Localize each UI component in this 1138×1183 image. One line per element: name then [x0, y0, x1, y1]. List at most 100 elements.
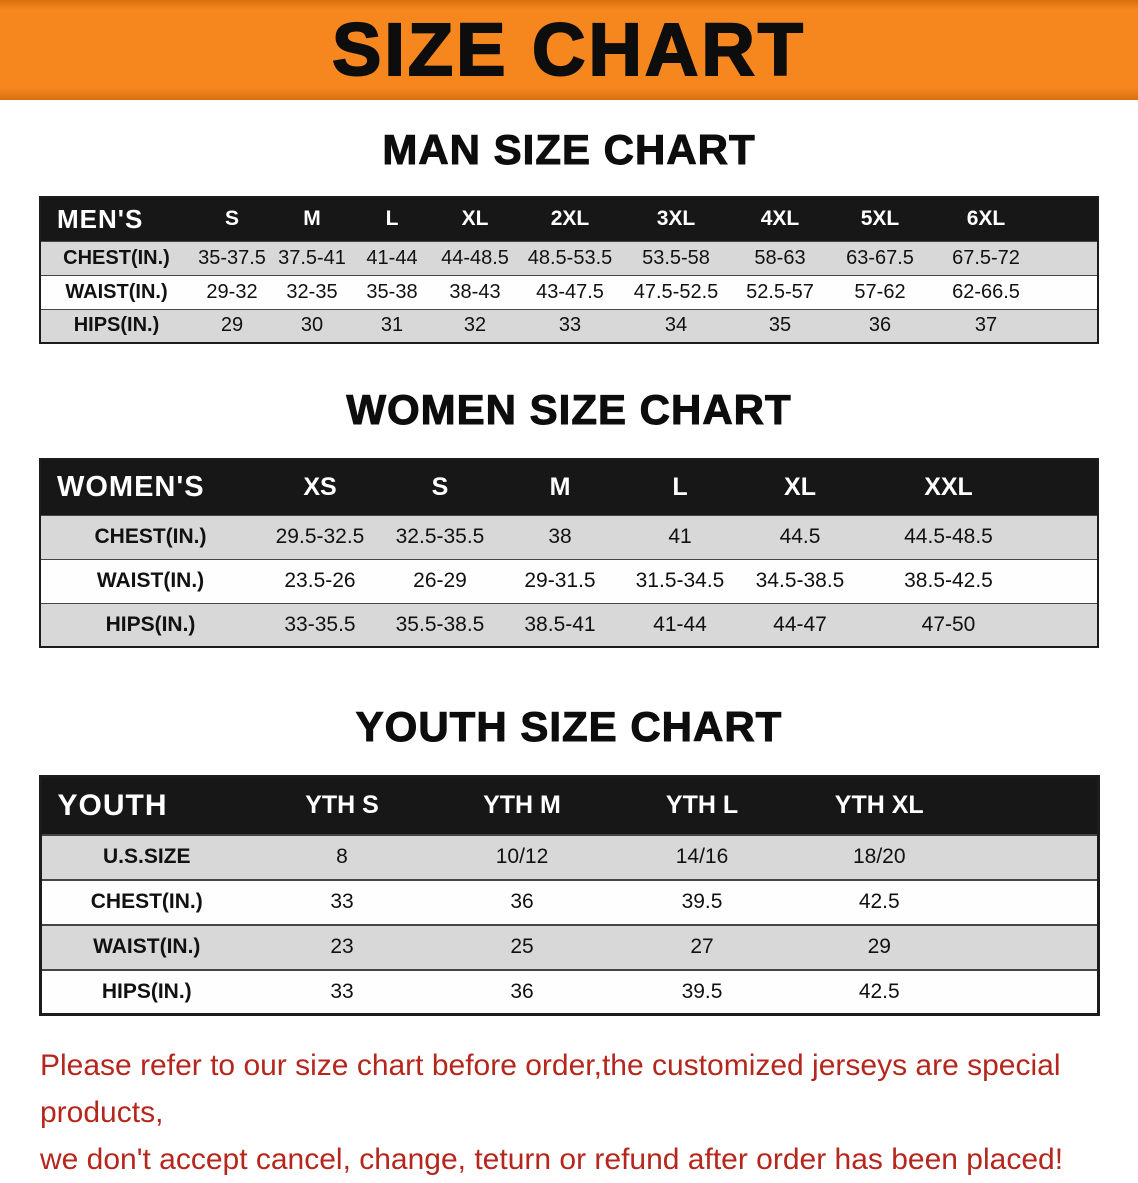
size-cell: 8: [336, 845, 348, 868]
size-cell: 53.5-58: [642, 246, 710, 269]
table-row: U.S.SIZE 8 10/12 14/16 18/20: [40, 834, 1098, 880]
column-header: 3XL: [656, 207, 696, 231]
size-cell: 34: [664, 314, 688, 337]
size-cell: 48.5-53.5: [527, 246, 613, 269]
column-header: M: [303, 207, 321, 231]
size-cell: 23.5-26: [284, 569, 356, 592]
size-cell: 36: [510, 979, 534, 1003]
size-cell: 30: [300, 314, 324, 337]
size-cell: 38-43: [449, 280, 501, 303]
size-cell: 35-38: [366, 280, 418, 303]
size-cell: 31: [380, 314, 404, 337]
disclaimer-line-1: Please refer to our size chart before or…: [40, 1049, 1061, 1129]
size-cell: 67.5-72: [952, 246, 1020, 269]
size-cell: 58-63: [754, 246, 806, 269]
size-cell: 35: [768, 314, 792, 337]
table-row: WAIST(IN.) 23.5-26 26-29 29-31.5 31.5-34…: [40, 559, 1098, 603]
youth-section-heading: YOUTH SIZE CHART: [355, 703, 783, 751]
size-cell: 31.5-34.5: [635, 569, 725, 592]
column-header: 4XL: [760, 207, 800, 231]
size-cell: 27: [690, 935, 714, 958]
size-cell: 10/12: [495, 845, 549, 868]
size-cell: 38.5-41: [524, 612, 596, 636]
table-row: HIPS(IN.) 29 30 31 32 33 34 35 36 37: [40, 309, 1098, 343]
size-cell: 29: [220, 314, 244, 337]
youth-table-header-row: YOUTH YTH S YTH M YTH L YTH XL: [40, 776, 1098, 835]
size-cell: 35-37.5: [198, 246, 266, 269]
size-cell: 18/20: [852, 845, 906, 868]
column-header: YTH XL: [834, 791, 924, 820]
size-cell: 44.5-48.5: [904, 525, 993, 548]
size-cell: 63-67.5: [846, 246, 914, 269]
size-cell: 33-35.5: [284, 612, 356, 636]
disclaimer-text: Please refer to our size chart before or…: [40, 1042, 1098, 1183]
row-label: CHEST(IN.): [90, 890, 203, 913]
youth-table-corner-label: YOUTH: [57, 788, 168, 822]
size-cell: 26-29: [413, 569, 467, 592]
men-section-heading: MAN SIZE CHART: [382, 126, 756, 174]
row-label: WAIST(IN.): [65, 280, 168, 303]
column-header: XS: [303, 472, 337, 501]
size-cell: 29.5-32.5: [275, 525, 365, 548]
women-size-table: WOMEN'S XS S M L XL XXL CHEST(IN.) 29.5-…: [39, 458, 1099, 648]
size-cell: 37: [974, 314, 998, 337]
row-label: CHEST(IN.): [94, 525, 207, 548]
size-cell: 23: [330, 935, 354, 958]
table-row: WAIST(IN.) 29-32 32-35 35-38 38-43 43-47…: [40, 275, 1098, 309]
size-cell: 47.5-52.5: [633, 280, 719, 303]
column-header: YTH S: [305, 791, 379, 820]
size-cell: 36: [510, 890, 534, 913]
size-cell: 38: [548, 525, 572, 548]
size-cell: 41-44: [653, 612, 707, 636]
size-cell: 44-48.5: [441, 246, 509, 269]
size-cell: 42.5: [858, 890, 900, 913]
men-size-table: MEN'S S M L XL 2XL 3XL 4XL 5XL 6XL CHEST…: [39, 196, 1099, 344]
column-header: XL: [784, 472, 816, 501]
size-cell: 33: [330, 979, 354, 1003]
column-header: XXL: [924, 472, 973, 501]
size-cell: 29-31.5: [524, 569, 596, 592]
row-label: WAIST(IN.): [93, 935, 201, 958]
table-row: CHEST(IN.) 29.5-32.5 32.5-35.5 38 41 44.…: [40, 515, 1098, 559]
table-row: CHEST(IN.) 35-37.5 37.5-41 41-44 44-48.5…: [40, 241, 1098, 275]
table-row: HIPS(IN.) 33-35.5 35.5-38.5 38.5-41 41-4…: [40, 603, 1098, 647]
column-header: L: [385, 207, 399, 231]
column-header: 6XL: [966, 207, 1006, 231]
size-cell: 57-62: [854, 280, 906, 303]
size-cell: 41: [668, 525, 692, 548]
size-cell: 47-50: [921, 612, 976, 636]
size-cell: 38.5-42.5: [904, 569, 993, 592]
column-header: M: [549, 472, 571, 501]
size-cell: 39.5: [681, 890, 723, 913]
column-header: YTH L: [665, 791, 739, 820]
size-cell: 43-47.5: [536, 280, 604, 303]
column-header: XL: [461, 207, 489, 231]
women-section-heading: WOMEN SIZE CHART: [346, 386, 792, 434]
size-chart-banner: SIZE CHART: [0, 0, 1138, 100]
row-label: HIPS(IN.): [105, 612, 196, 636]
row-label: WAIST(IN.): [96, 569, 205, 592]
size-cell: 14/16: [675, 845, 729, 868]
size-cell: 41-44: [366, 246, 418, 269]
men-table-corner-label: MEN'S: [57, 203, 144, 234]
row-label: CHEST(IN.): [63, 246, 170, 269]
size-cell: 32: [463, 314, 487, 337]
size-cell: 29: [867, 935, 891, 958]
size-cell: 35.5-38.5: [395, 612, 485, 636]
women-table-corner-label: WOMEN'S: [57, 470, 205, 503]
size-cell: 25: [510, 935, 534, 958]
size-cell: 36: [868, 314, 892, 337]
size-cell: 33: [330, 890, 354, 913]
size-cell: 39.5: [681, 979, 723, 1003]
size-cell: 37.5-41: [278, 246, 346, 269]
column-header: S: [224, 207, 239, 231]
size-cell: 34.5-38.5: [755, 569, 845, 592]
men-table-header-row: MEN'S S M L XL 2XL 3XL 4XL 5XL 6XL: [40, 197, 1098, 241]
table-row: CHEST(IN.) 33 36 39.5 42.5: [40, 879, 1098, 925]
row-label: U.S.SIZE: [102, 845, 191, 868]
women-table-header-row: WOMEN'S XS S M L XL XXL: [40, 459, 1098, 515]
size-cell: 62-66.5: [952, 280, 1020, 303]
size-cell: 29-32: [206, 280, 258, 303]
column-header: 5XL: [860, 207, 900, 231]
row-label: HIPS(IN.): [101, 979, 192, 1003]
